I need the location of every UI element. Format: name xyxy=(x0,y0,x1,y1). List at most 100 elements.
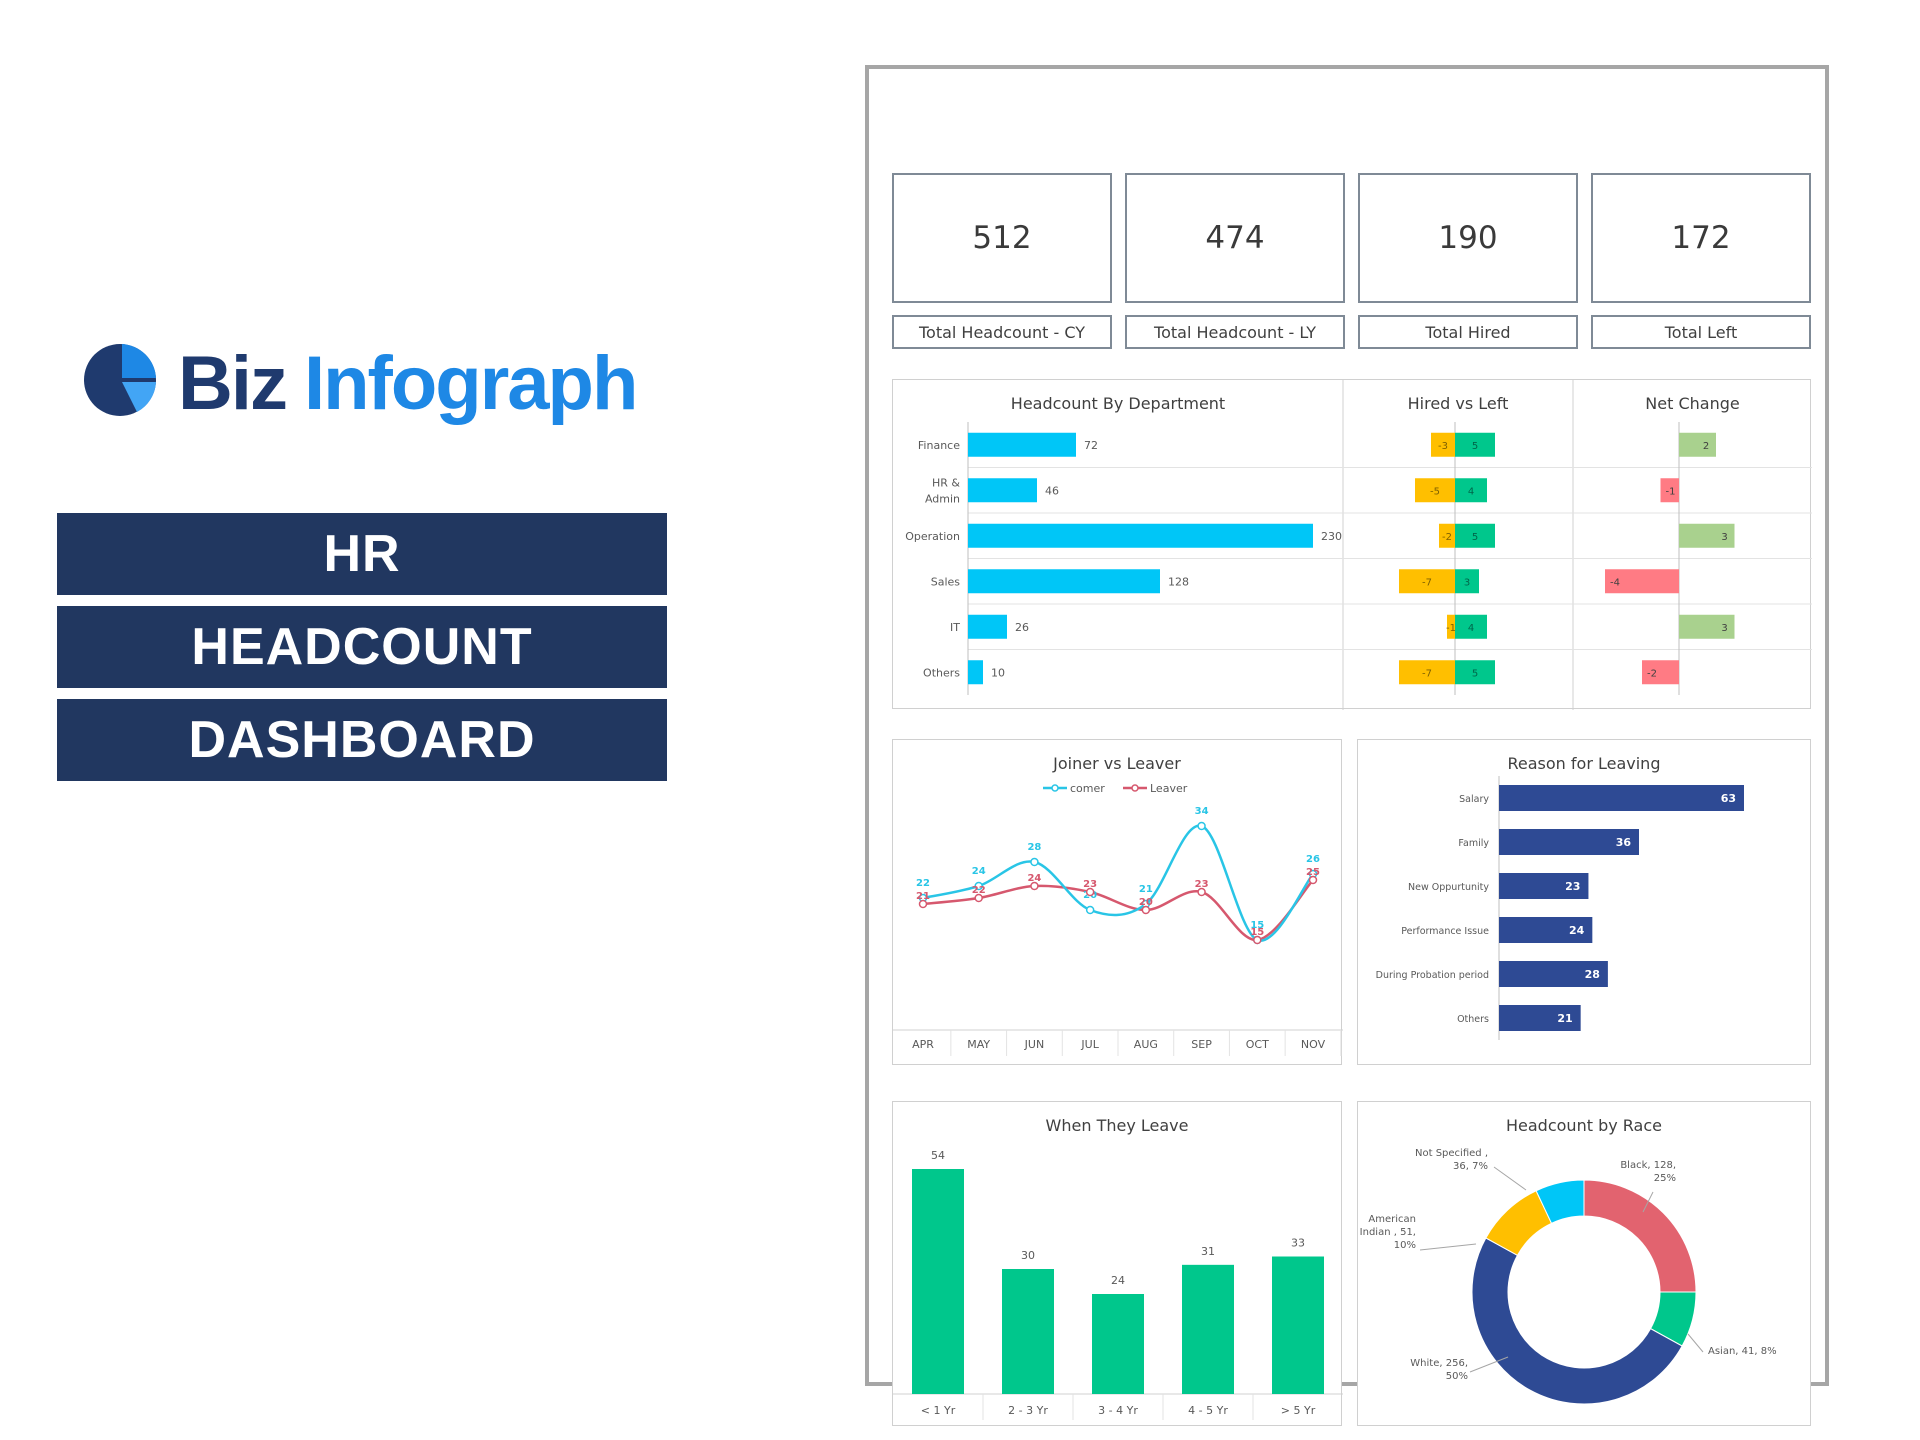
data-label: 2 xyxy=(1703,441,1709,452)
brand: Biz Infograph xyxy=(82,334,638,444)
tick-label: Admin xyxy=(925,492,960,505)
data-point xyxy=(974,893,983,903)
data-label: 26 xyxy=(1015,621,1029,634)
data-label: -5 xyxy=(1430,486,1440,497)
data-label: 4 xyxy=(1468,623,1474,634)
brand-name-part1: Biz xyxy=(178,341,288,426)
data-point xyxy=(974,881,983,891)
kpi-card-total-left: 172 xyxy=(1591,173,1811,303)
leader-line xyxy=(1419,1243,1477,1251)
bar-hired xyxy=(1455,523,1495,548)
data-label: 21 xyxy=(916,891,930,902)
title-line-hr: HR xyxy=(57,513,667,595)
joiner-leaver-panel: Joiner vs Leaver comer Leaver APR MAY JUN JUL… xyxy=(892,739,1343,1065)
data-point xyxy=(1141,905,1151,915)
tick-label: JUN xyxy=(1024,1038,1045,1051)
bar xyxy=(1272,1256,1324,1394)
bar-hired xyxy=(1455,569,1479,594)
data-label: 10 xyxy=(991,666,1005,679)
bar xyxy=(912,1169,964,1394)
legend-label: Leaver xyxy=(1150,782,1188,795)
donut-slice xyxy=(1471,1237,1683,1405)
data-label: 25% xyxy=(1654,1173,1676,1184)
data-label: 30 xyxy=(1021,1249,1035,1262)
title-line-dashboard: DASHBOARD xyxy=(57,699,667,781)
bar xyxy=(1499,873,1589,899)
donut-slice xyxy=(1583,1179,1697,1293)
data-label: 36 xyxy=(1616,836,1632,849)
leader-line xyxy=(1493,1166,1527,1191)
data-label: -1 xyxy=(1446,623,1456,634)
bar-left xyxy=(1431,432,1455,457)
tick-label: 4 - 5 Yr xyxy=(1188,1404,1228,1417)
race-chart-title: Headcount by Race xyxy=(1506,1116,1662,1135)
tick-label: SEP xyxy=(1191,1038,1212,1051)
data-label: 5 xyxy=(1472,441,1478,452)
net-change-chart-title: Net Change xyxy=(1645,394,1740,413)
kpi-card-headcount-ly: 474 xyxy=(1125,173,1345,303)
tick-label: < 1 Yr xyxy=(921,1404,956,1417)
kpi-value: 512 xyxy=(972,220,1032,256)
data-label: -2 xyxy=(1442,532,1452,543)
data-label: 23 xyxy=(1565,880,1580,893)
kpi-value: 474 xyxy=(1205,220,1265,256)
joiner-leaver-chart: comer Leaver APR MAY JUN JUL AUG SEP OCT NOV 22 24 2… xyxy=(893,782,1343,1056)
data-point xyxy=(1085,887,1095,897)
dashboard-frame: 512 474 190 172 Total Headcount - CY Tot… xyxy=(865,65,1829,1426)
brand-name: Biz Infograph xyxy=(178,334,638,434)
data-label: 22 xyxy=(972,885,986,896)
data-label: 22 xyxy=(916,878,930,889)
data-label: 15 xyxy=(1250,927,1264,938)
bar xyxy=(1642,660,1679,685)
data-label: 50% xyxy=(1446,1371,1468,1382)
data-label: 54 xyxy=(931,1149,945,1162)
tick-label: Others xyxy=(923,666,960,679)
data-label: 26 xyxy=(1306,854,1320,865)
hired-left-chart-title: Hired vs Left xyxy=(1407,394,1509,413)
tick-label: Salary xyxy=(1459,794,1489,805)
donut-slice xyxy=(1535,1179,1585,1224)
bar xyxy=(968,569,1160,594)
data-label: 5 xyxy=(1472,668,1478,679)
data-label: 72 xyxy=(1084,439,1098,452)
leader-line xyxy=(1687,1333,1704,1353)
race-panel: Headcount by Race Black, 128, 25% Asian, 4… xyxy=(1357,1101,1811,1426)
data-label: 3 xyxy=(1721,532,1727,543)
race-chart: Black, 128, 25% Asian, 41, 8% White, 256, 50… xyxy=(1360,1148,1777,1405)
bar-left xyxy=(1399,569,1455,594)
bar-left xyxy=(1415,478,1455,503)
legend-label: comer xyxy=(1070,782,1105,795)
bar xyxy=(1679,523,1735,548)
leader-line xyxy=(1469,1356,1509,1373)
bar xyxy=(968,660,983,685)
data-label: Asian, 41, 8% xyxy=(1708,1346,1777,1357)
data-label: Indian , 51, xyxy=(1360,1227,1416,1238)
legend-marker xyxy=(1051,784,1059,792)
bar xyxy=(1092,1294,1144,1394)
kpi-label: Total Hired xyxy=(1358,315,1578,349)
kpi-label: Total Headcount - CY xyxy=(892,315,1112,349)
data-label: Not Specified , xyxy=(1415,1148,1488,1159)
bar xyxy=(1660,478,1679,503)
data-label: 24 xyxy=(1569,924,1585,937)
tick-label: Family xyxy=(1458,838,1489,849)
reason-panel: Reason for Leaving Salary 63 Family 36 New O… xyxy=(1357,739,1811,1065)
pie-chart-icon xyxy=(84,344,156,416)
data-label: 24 xyxy=(972,866,986,877)
bar xyxy=(1499,961,1608,987)
data-label: 5 xyxy=(1472,532,1478,543)
when-leave-chart-title: When They Leave xyxy=(1045,1116,1189,1135)
data-label: -3 xyxy=(1438,441,1448,452)
data-label: -7 xyxy=(1422,668,1432,679)
data-label: 24 xyxy=(1027,873,1041,884)
data-point xyxy=(1197,821,1206,831)
bar xyxy=(1002,1269,1054,1394)
data-label: 128 xyxy=(1168,575,1189,588)
kpi-value: 190 xyxy=(1438,220,1498,256)
department-charts: Finance 72 HR & Admin 46 Operation 230 Sales 128… xyxy=(905,380,1812,710)
bar xyxy=(1182,1264,1234,1394)
tick-label: 3 - 4 Yr xyxy=(1098,1404,1138,1417)
data-label: 31 xyxy=(1201,1245,1215,1258)
when-leave-panel: When They Leave 54 < 1 Yr 30 2 - 3 Yr 24 3 - … xyxy=(892,1101,1343,1426)
data-label: 4 xyxy=(1468,486,1474,497)
